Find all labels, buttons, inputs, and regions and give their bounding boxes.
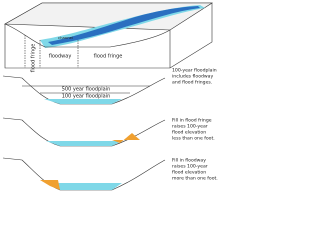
fill <box>112 133 140 143</box>
floodway-label: floodway <box>49 54 72 60</box>
caption-line: and flood fringes. <box>172 80 212 86</box>
section-2 <box>2 117 166 147</box>
section-1 <box>2 75 166 105</box>
caption-line: raises 100-year <box>172 164 208 170</box>
floodplain-500-label: 500 year floodplain <box>62 87 111 93</box>
floodplain-diagram: channel flood fringe floodway flood frin… <box>2 2 218 191</box>
fill <box>40 180 60 190</box>
caption-line: 100-year floodplain <box>172 68 217 74</box>
caption-line: Fill in flood fringe <box>172 118 212 124</box>
surface-profile <box>4 23 171 48</box>
caption-line: more than one foot. <box>172 176 218 182</box>
caption-line: Fill in floodway <box>172 158 206 164</box>
channel-label: channel <box>58 35 73 40</box>
left-fringe-label: flood fringe <box>31 44 37 73</box>
right-fringe-label: flood fringe <box>94 54 123 60</box>
block-diagram <box>3 2 214 69</box>
caption-line: flood elevation <box>172 130 206 136</box>
section-3 <box>2 157 166 191</box>
channel-water <box>48 6 200 45</box>
water <box>44 99 122 104</box>
water <box>52 183 122 190</box>
caption-line: less than one foot. <box>172 136 215 142</box>
caption-line: flood elevation <box>172 170 206 176</box>
water <box>46 141 122 146</box>
caption-line: raises 100-year <box>172 124 208 130</box>
caption-line: includes floodway <box>172 74 213 80</box>
floodplain-100-label: 100 year floodplain <box>62 94 111 100</box>
